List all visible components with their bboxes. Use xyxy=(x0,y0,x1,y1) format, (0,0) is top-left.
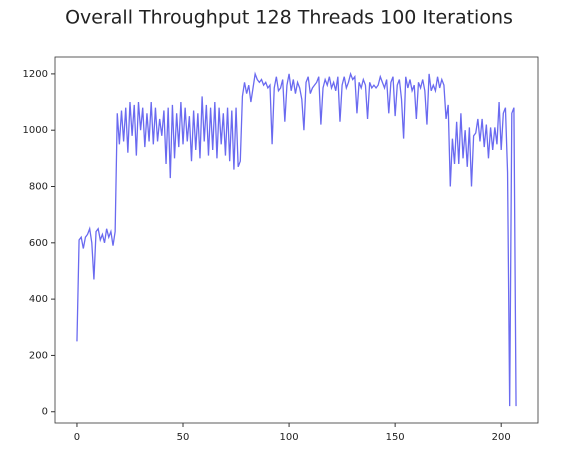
y-tick-label: 1000 xyxy=(23,125,48,136)
line-series xyxy=(76,71,517,407)
x-tick-label: 150 xyxy=(386,432,405,443)
y-tick-label: 200 xyxy=(29,350,48,361)
plot-frame xyxy=(54,56,539,424)
chart-title: Overall Throughput 128 Threads 100 Itera… xyxy=(65,7,513,29)
y-tick-label: 800 xyxy=(29,182,48,193)
y-tick-label: 400 xyxy=(29,294,48,305)
x-tick-label: 200 xyxy=(492,432,511,443)
y-tick-label: 1200 xyxy=(23,69,48,80)
y-tick-label: 0 xyxy=(42,407,48,418)
y-tick-label: 600 xyxy=(29,238,48,249)
x-tick-label: 0 xyxy=(74,432,80,443)
x-tick-label: 50 xyxy=(177,432,190,443)
x-tick-label: 100 xyxy=(280,432,299,443)
